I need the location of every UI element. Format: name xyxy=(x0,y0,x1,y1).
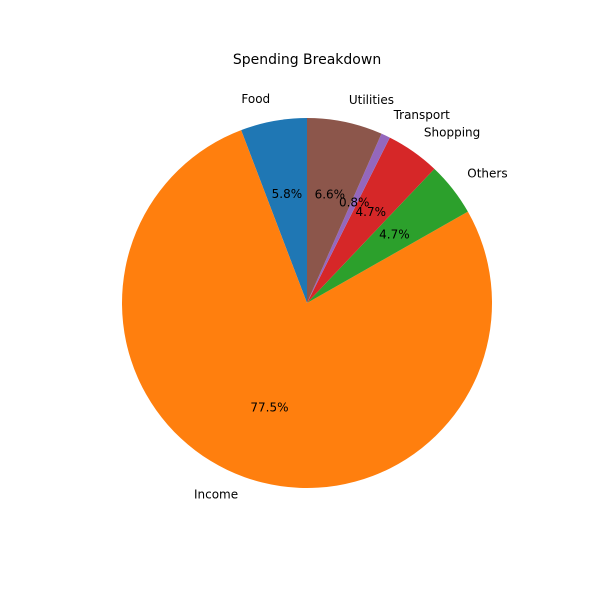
pie-slice-others xyxy=(307,168,468,303)
pie-slices xyxy=(122,118,493,489)
pie-slice-food xyxy=(241,118,307,303)
pie-slice-utilities xyxy=(307,118,382,303)
pct-label-others: 4.7% xyxy=(379,228,410,242)
pie-slice-shopping xyxy=(307,137,435,303)
pct-label-food: 5.8% xyxy=(272,187,303,201)
pct-label-income: 77.5% xyxy=(250,400,288,414)
slice-label-food: Food xyxy=(241,92,270,106)
pct-label-transport: 0.8% xyxy=(339,196,370,210)
pie-slice-transport xyxy=(307,133,390,303)
chart-title: Spending Breakdown xyxy=(233,52,381,68)
slice-label-transport: Transport xyxy=(393,108,451,122)
pct-label-shopping: 4.7% xyxy=(356,205,387,219)
slice-label-shopping: Shopping xyxy=(424,125,480,139)
pie-slice-income xyxy=(122,130,493,489)
slice-label-income: Income xyxy=(194,487,238,501)
pie-labels: Food 5.8% Income 77.5% Others 4.7% Shopping 4.7… xyxy=(194,92,508,502)
slice-label-others: Others xyxy=(467,167,507,181)
slice-label-utilities: Utilities xyxy=(349,93,394,107)
pct-label-utilities: 6.6% xyxy=(315,187,346,201)
